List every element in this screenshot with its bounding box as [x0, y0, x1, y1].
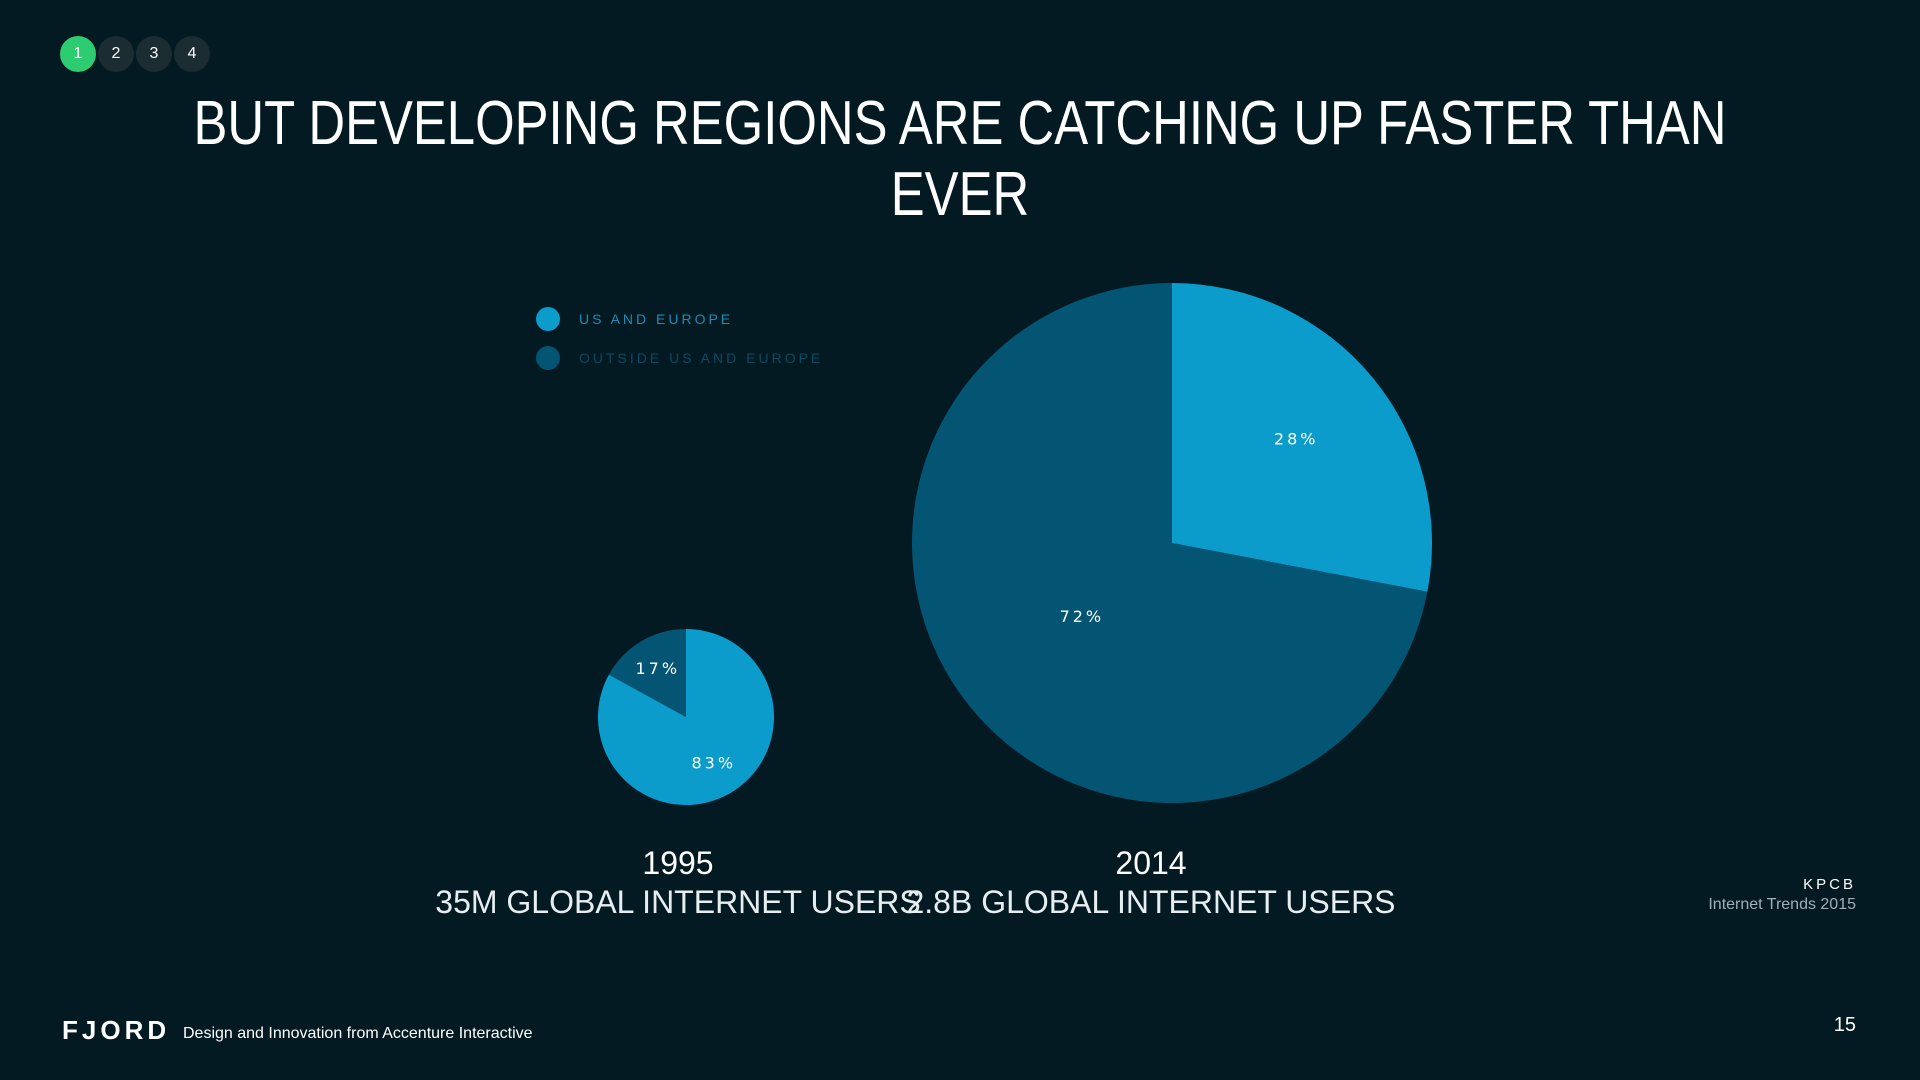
- caption-1995-year: 1995: [642, 845, 714, 881]
- legend-swatch-outside: [536, 346, 560, 370]
- caption-2014-users: 2.8B GLOBAL INTERNET USERS: [906, 884, 1396, 920]
- legend-label-outside: OUTSIDE US AND EUROPE: [579, 350, 824, 366]
- slice-label-2014-outside: 72%: [1060, 607, 1105, 626]
- page-dot-3[interactable]: 3: [136, 36, 172, 72]
- fjord-logo: FJORD: [62, 1015, 171, 1045]
- footer-tagline: Design and Innovation from Accenture Int…: [183, 1025, 533, 1042]
- source-name: KPCB: [1803, 876, 1856, 893]
- page-dot-4[interactable]: 4: [174, 36, 210, 72]
- legend-item-outside: OUTSIDE US AND EUROPE: [536, 345, 823, 371]
- pie-slice-2014-us-europe: [1172, 283, 1432, 592]
- source-detail: Internet Trends 2015: [1708, 896, 1856, 913]
- chart-legend: US AND EUROPE OUTSIDE US AND EUROPE: [536, 306, 823, 384]
- page-number: 15: [1833, 1014, 1856, 1036]
- caption-2014-year: 2014: [1115, 845, 1187, 881]
- slide-title: But developing regions are catching up f…: [193, 89, 1727, 229]
- pie-2014: 28% 72%: [911, 283, 1432, 803]
- page-dot-1[interactable]: 1: [60, 36, 96, 72]
- legend-label-us-europe: US AND EUROPE: [579, 311, 734, 327]
- legend-swatch-us-europe: [536, 307, 560, 331]
- slice-label-1995-us-europe: 83%: [691, 753, 736, 772]
- pie-slice-2014-outside: [911, 283, 1428, 803]
- caption-2014: 2014 2.8B GLOBAL INTERNET USERS: [906, 844, 1395, 922]
- slice-label-1995-outside: 17%: [635, 659, 680, 678]
- source-note: KPCB Internet Trends 2015: [1708, 876, 1856, 914]
- legend-item-us-europe: US AND EUROPE: [536, 306, 823, 332]
- page-dot-2[interactable]: 2: [98, 36, 134, 72]
- caption-1995: 1995 35M GLOBAL INTERNET USERS: [435, 844, 920, 922]
- caption-1995-users: 35M GLOBAL INTERNET USERS: [435, 884, 921, 920]
- pie-slice-1995-outside: [608, 629, 686, 717]
- slice-label-2014-us-europe: 28%: [1274, 430, 1319, 449]
- pie-1995: 83% 17%: [598, 629, 775, 805]
